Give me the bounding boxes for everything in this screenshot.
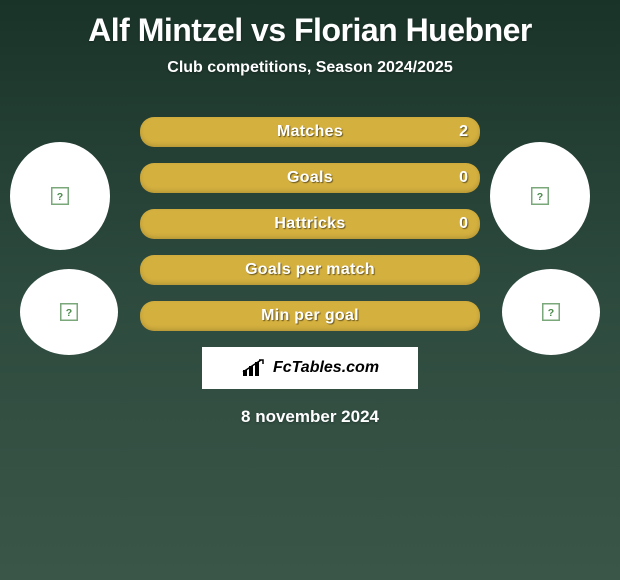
svg-text:?: ? xyxy=(66,307,72,319)
stat-bar-min-per-goal: Min per goal xyxy=(140,301,480,331)
svg-text:?: ? xyxy=(57,191,63,203)
fctables-logo: FcTables.com xyxy=(241,358,379,378)
logo-text: FcTables.com xyxy=(273,359,379,377)
stat-label: Matches xyxy=(277,123,343,141)
avatar-player-1-top: ? xyxy=(10,142,110,250)
stat-label: Goals xyxy=(287,169,333,187)
placeholder-icon: ? xyxy=(542,303,560,321)
stat-value-right: 2 xyxy=(459,123,468,141)
stat-value-right: 0 xyxy=(459,215,468,233)
stat-bar-goals: Goals 0 xyxy=(140,163,480,193)
stat-bar-goals-per-match: Goals per match xyxy=(140,255,480,285)
avatar-player-2-top: ? xyxy=(490,142,590,250)
date-text: 8 november 2024 xyxy=(0,407,620,427)
avatar-player-1-bottom: ? xyxy=(20,269,118,355)
stat-bar-hattricks: Hattricks 0 xyxy=(140,209,480,239)
stat-bar-matches: Matches 2 xyxy=(140,117,480,147)
stat-bars: Matches 2 Goals 0 Hattricks 0 Goals per … xyxy=(140,117,480,331)
stat-value-right: 0 xyxy=(459,169,468,187)
page-title: Alf Mintzel vs Florian Huebner xyxy=(0,0,620,49)
comparison-content: ? ? ? ? Matches 2 Goals 0 Hattricks 0 Go… xyxy=(0,117,620,427)
stat-label: Hattricks xyxy=(274,215,345,233)
placeholder-icon: ? xyxy=(60,303,78,321)
logo-box: FcTables.com xyxy=(202,347,418,389)
stat-label: Goals per match xyxy=(245,261,375,279)
chart-icon xyxy=(241,358,269,378)
svg-text:?: ? xyxy=(537,191,543,203)
svg-text:?: ? xyxy=(548,307,554,319)
stat-label: Min per goal xyxy=(261,307,359,325)
subtitle: Club competitions, Season 2024/2025 xyxy=(0,59,620,77)
placeholder-icon: ? xyxy=(51,187,69,205)
avatar-player-2-bottom: ? xyxy=(502,269,600,355)
placeholder-icon: ? xyxy=(531,187,549,205)
